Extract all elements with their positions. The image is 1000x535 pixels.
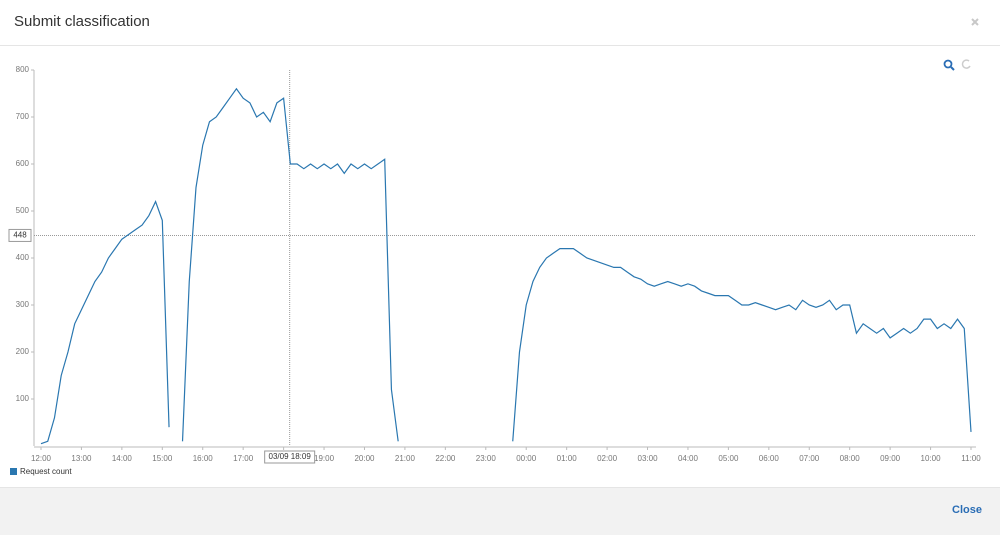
crosshair-y-label: 448 <box>13 231 27 240</box>
zoom-icon[interactable] <box>943 59 955 71</box>
crosshair-y-box <box>8 228 32 242</box>
y-tick-label: 300 <box>16 300 30 309</box>
crosshair-x-label: 03/09 18:09 <box>269 452 312 461</box>
y-tick-label: 500 <box>16 206 30 215</box>
dialog-header: Submit classification <box>0 0 1000 46</box>
y-tick-label: 600 <box>16 159 30 168</box>
x-tick-label: 01:00 <box>557 454 578 463</box>
x-tick-label: 19:00 <box>314 454 335 463</box>
x-tick-label: 03:00 <box>638 454 659 463</box>
x-tick-label: 07:00 <box>799 454 820 463</box>
x-tick-label: 08:00 <box>840 454 861 463</box>
x-tick-label: 10:00 <box>921 454 942 463</box>
dialog-title: Submit classification <box>14 13 150 30</box>
x-tick-label: 02:00 <box>597 454 618 463</box>
y-tick-label: 100 <box>16 394 30 403</box>
x-tick-label: 06:00 <box>759 454 780 463</box>
x-tick-label: 11:00 <box>961 454 981 463</box>
x-tick-label: 15:00 <box>152 454 173 463</box>
legend-label: Request count <box>20 467 72 476</box>
chart: 100 200 300 400 500 600 700 800 12:00 13:00 14:00 1… <box>8 59 981 476</box>
y-tick-label: 400 <box>16 253 30 262</box>
x-tick-label: 05:00 <box>718 454 739 463</box>
y-tick-label: 800 <box>16 65 30 74</box>
x-tick-label: 17:00 <box>233 454 254 463</box>
legend-swatch <box>10 468 17 475</box>
x-tick-label: 00:00 <box>516 454 537 463</box>
x-tick-label: 04:00 <box>678 454 699 463</box>
x-tick-label: 14:00 <box>112 454 133 463</box>
x-tick-label: 23:00 <box>476 454 497 463</box>
x-tick-label: 13:00 <box>71 454 92 463</box>
crosshair-x-box <box>264 450 316 464</box>
series-line <box>40 87 972 445</box>
x-tick-label: 20:00 <box>354 454 375 463</box>
x-tick-label: 22:00 <box>435 454 456 463</box>
dialog-footer: Close <box>0 487 1000 535</box>
y-tick-label: 700 <box>16 112 30 121</box>
reset-icon[interactable] <box>961 59 971 69</box>
close-button[interactable]: Close <box>952 504 982 516</box>
x-tick-label: 21:00 <box>395 454 416 463</box>
close-icon[interactable] <box>970 17 980 27</box>
y-tick-label: 200 <box>16 347 30 356</box>
x-tick-label: 16:00 <box>193 454 214 463</box>
x-tick-label: 09:00 <box>880 454 901 463</box>
x-tick-label: 12:00 <box>31 454 52 463</box>
